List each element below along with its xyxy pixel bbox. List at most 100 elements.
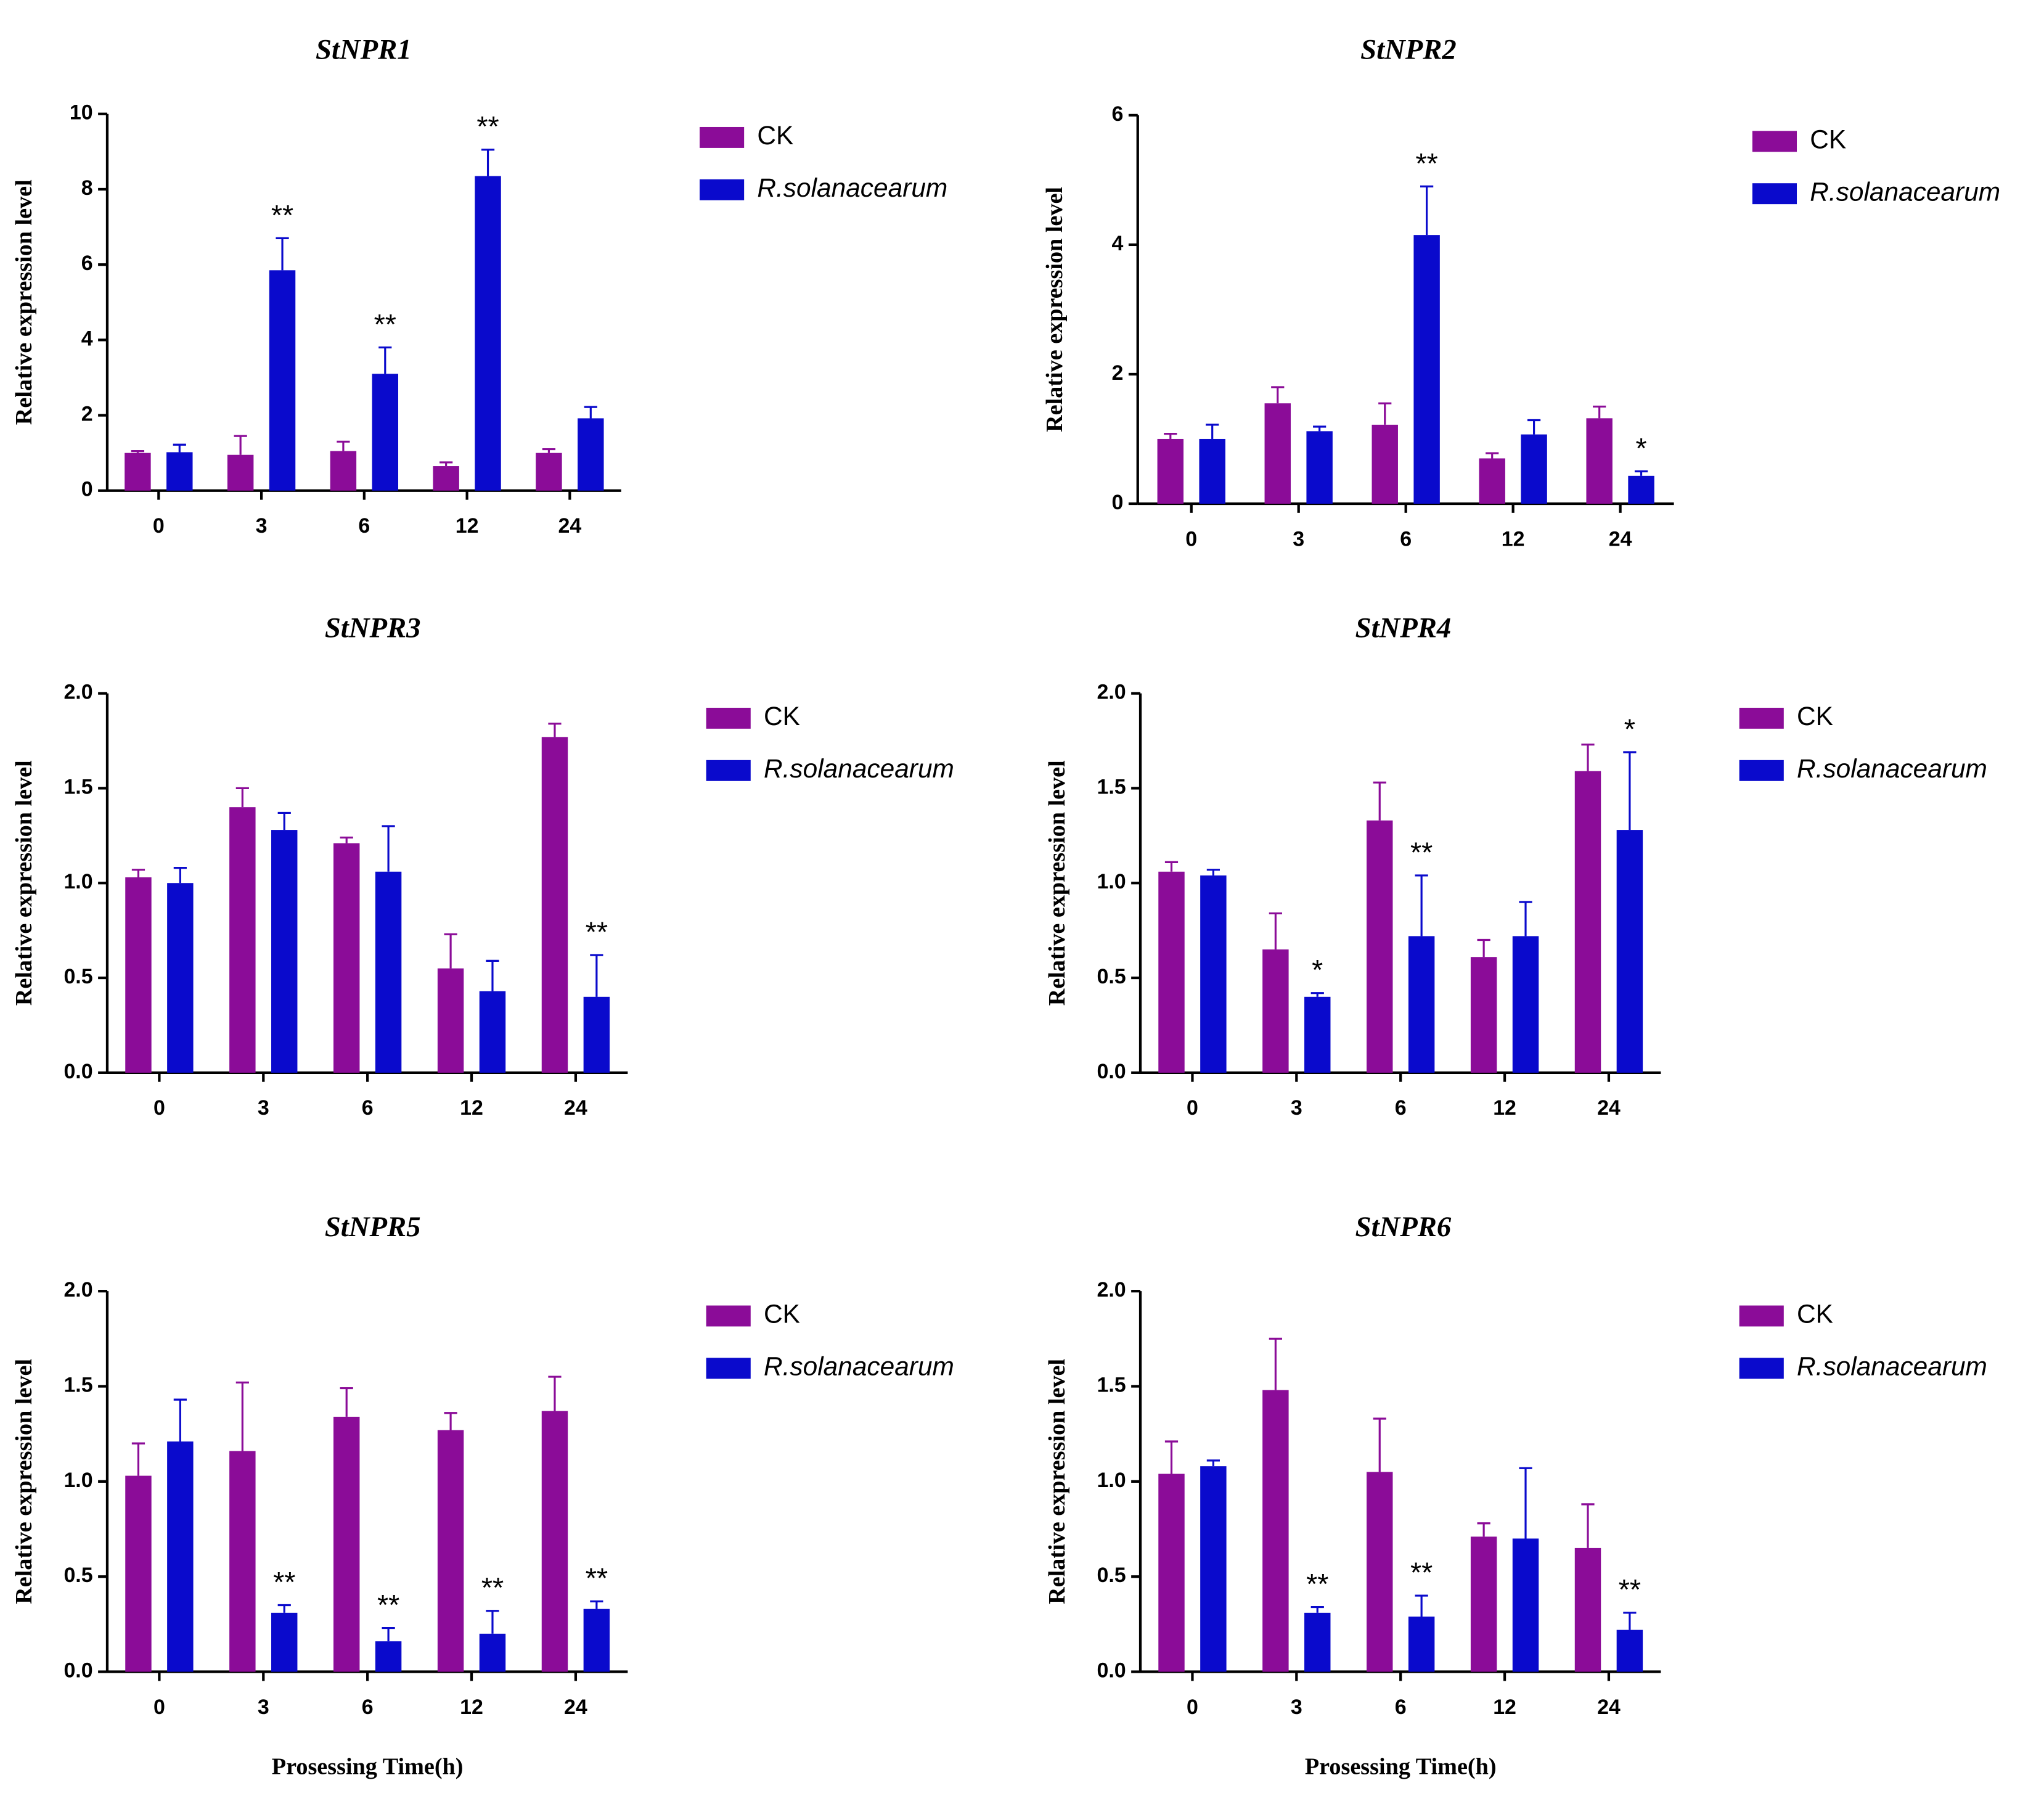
y-tick-label: 4 bbox=[1112, 232, 1124, 255]
legend-swatch bbox=[1739, 1305, 1784, 1327]
x-tick-label: 3 bbox=[1291, 1695, 1302, 1719]
x-tick-label: 24 bbox=[1609, 527, 1632, 551]
y-tick-label: 1.0 bbox=[1097, 1469, 1126, 1492]
bar bbox=[229, 1451, 256, 1672]
x-tick-label: 6 bbox=[362, 1096, 374, 1120]
bar bbox=[271, 830, 298, 1073]
x-axis-label: Prosessing Time(h) bbox=[1305, 1753, 1497, 1779]
x-tick-label: 3 bbox=[1293, 527, 1304, 551]
significance-label: ** bbox=[1415, 147, 1437, 179]
significance-label: ** bbox=[1619, 1573, 1641, 1605]
bar bbox=[578, 418, 604, 491]
x-tick-label: 24 bbox=[558, 514, 581, 538]
x-tick-label: 12 bbox=[456, 514, 479, 538]
y-tick-label: 1.5 bbox=[63, 1373, 92, 1396]
bar bbox=[1262, 1390, 1289, 1672]
significance-label: ** bbox=[377, 1589, 399, 1621]
bar bbox=[125, 453, 151, 491]
significance-label: ** bbox=[476, 110, 499, 142]
y-axis-label: Relative expression level bbox=[11, 760, 37, 1006]
legend-label: R.solanacearum bbox=[1797, 1352, 1987, 1381]
bar bbox=[583, 996, 610, 1073]
bar bbox=[1262, 949, 1289, 1073]
bar bbox=[1367, 820, 1393, 1073]
legend-label: CK bbox=[764, 1300, 800, 1329]
bar bbox=[1586, 418, 1613, 504]
x-tick-label: 3 bbox=[258, 1096, 269, 1120]
bar bbox=[475, 176, 501, 491]
bar bbox=[1616, 830, 1643, 1073]
legend-label: R.solanacearum bbox=[1810, 177, 2000, 206]
x-tick-label: 24 bbox=[1597, 1096, 1621, 1120]
significance-label: ** bbox=[1410, 836, 1433, 868]
legend-swatch bbox=[1739, 1358, 1784, 1379]
chart-title: StNPR2 bbox=[1360, 34, 1457, 66]
legend-swatch bbox=[706, 707, 751, 729]
bar bbox=[1574, 771, 1601, 1073]
y-axis-label: Relative expression level bbox=[1044, 760, 1070, 1006]
legend-swatch bbox=[706, 1305, 751, 1327]
x-tick-label: 12 bbox=[1502, 527, 1525, 551]
significance-label: ** bbox=[586, 1562, 608, 1594]
y-tick-label: 1.0 bbox=[63, 1469, 92, 1492]
legend-label: CK bbox=[1810, 125, 1846, 154]
legend-label: CK bbox=[764, 702, 800, 731]
bar bbox=[1628, 475, 1654, 504]
legend-label: CK bbox=[1797, 702, 1833, 731]
y-axis-label: Relative expression level bbox=[11, 1359, 37, 1604]
legend-swatch bbox=[700, 126, 745, 148]
bar bbox=[271, 1612, 298, 1672]
legend-swatch bbox=[1739, 760, 1784, 781]
legend-swatch bbox=[1752, 183, 1797, 205]
legend-label: R.solanacearum bbox=[757, 173, 947, 202]
bar bbox=[1306, 431, 1333, 504]
y-tick-label: 2.0 bbox=[1097, 1278, 1126, 1302]
y-axis-label: Relative expression level bbox=[11, 179, 37, 425]
y-tick-label: 1.5 bbox=[1097, 1373, 1126, 1396]
significance-label: ** bbox=[1410, 1556, 1433, 1588]
legend-label: R.solanacearum bbox=[764, 1352, 954, 1381]
x-tick-label: 3 bbox=[1291, 1096, 1302, 1120]
significance-label: ** bbox=[481, 1572, 504, 1604]
bar bbox=[1479, 458, 1505, 504]
x-tick-label: 0 bbox=[1185, 527, 1197, 551]
bar bbox=[1200, 1466, 1227, 1672]
legend-swatch bbox=[706, 1358, 751, 1379]
y-tick-label: 2.0 bbox=[63, 1278, 92, 1302]
bar bbox=[1304, 1612, 1331, 1672]
bar bbox=[372, 374, 399, 491]
y-tick-label: 0.5 bbox=[1097, 1564, 1126, 1587]
bar bbox=[433, 466, 459, 491]
y-tick-label: 2 bbox=[81, 403, 93, 426]
bar bbox=[536, 453, 562, 491]
y-tick-label: 2.0 bbox=[63, 681, 92, 704]
x-tick-label: 24 bbox=[1597, 1695, 1621, 1719]
bar bbox=[333, 843, 360, 1073]
chart-title: StNPR6 bbox=[1355, 1211, 1452, 1243]
bar bbox=[167, 1441, 194, 1672]
y-tick-label: 0.0 bbox=[1097, 1659, 1126, 1683]
y-tick-label: 0.5 bbox=[63, 1564, 92, 1587]
legend-swatch bbox=[700, 179, 745, 200]
x-tick-label: 6 bbox=[358, 514, 370, 538]
bar bbox=[1158, 1474, 1185, 1672]
legend-label: CK bbox=[757, 121, 793, 150]
bar bbox=[1512, 936, 1539, 1073]
bar bbox=[1199, 438, 1225, 504]
y-tick-label: 2 bbox=[1112, 361, 1124, 385]
significance-label: * bbox=[1624, 713, 1635, 745]
x-tick-label: 24 bbox=[564, 1695, 587, 1719]
y-tick-label: 8 bbox=[81, 176, 93, 200]
bar bbox=[167, 883, 194, 1073]
bar bbox=[375, 871, 402, 1073]
bar bbox=[1574, 1548, 1601, 1672]
bar bbox=[229, 807, 256, 1073]
significance-label: ** bbox=[271, 199, 293, 231]
significance-label: ** bbox=[374, 308, 396, 340]
y-axis-label: Relative expression level bbox=[1042, 187, 1068, 432]
bar bbox=[541, 1411, 568, 1672]
significance-label: ** bbox=[1306, 1568, 1328, 1600]
bar bbox=[375, 1641, 402, 1672]
y-tick-label: 10 bbox=[70, 101, 93, 125]
